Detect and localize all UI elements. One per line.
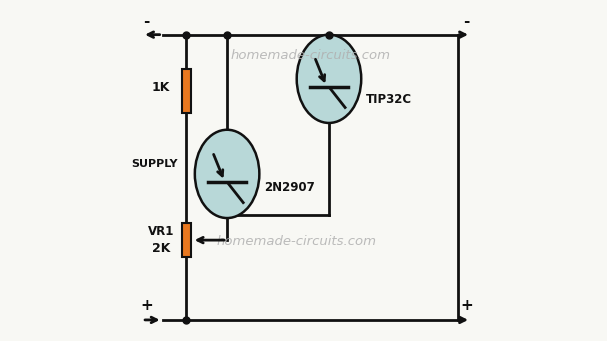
- Bar: [181, 223, 191, 257]
- Text: SUPPLY: SUPPLY: [131, 159, 177, 169]
- Bar: [181, 69, 191, 113]
- Text: homemade-circuits.com: homemade-circuits.com: [230, 48, 390, 61]
- Text: +: +: [140, 298, 153, 313]
- Text: -: -: [143, 14, 150, 29]
- Ellipse shape: [195, 130, 259, 218]
- Text: 1K: 1K: [152, 81, 170, 94]
- Text: 2K: 2K: [152, 242, 170, 255]
- Text: VR1: VR1: [148, 225, 174, 238]
- Text: +: +: [460, 298, 473, 313]
- Text: homemade-circuits.com: homemade-circuits.com: [217, 235, 377, 248]
- Text: 2N2907: 2N2907: [265, 181, 315, 194]
- Text: -: -: [463, 14, 470, 29]
- Ellipse shape: [297, 35, 361, 123]
- Text: TIP32C: TIP32C: [367, 93, 412, 106]
